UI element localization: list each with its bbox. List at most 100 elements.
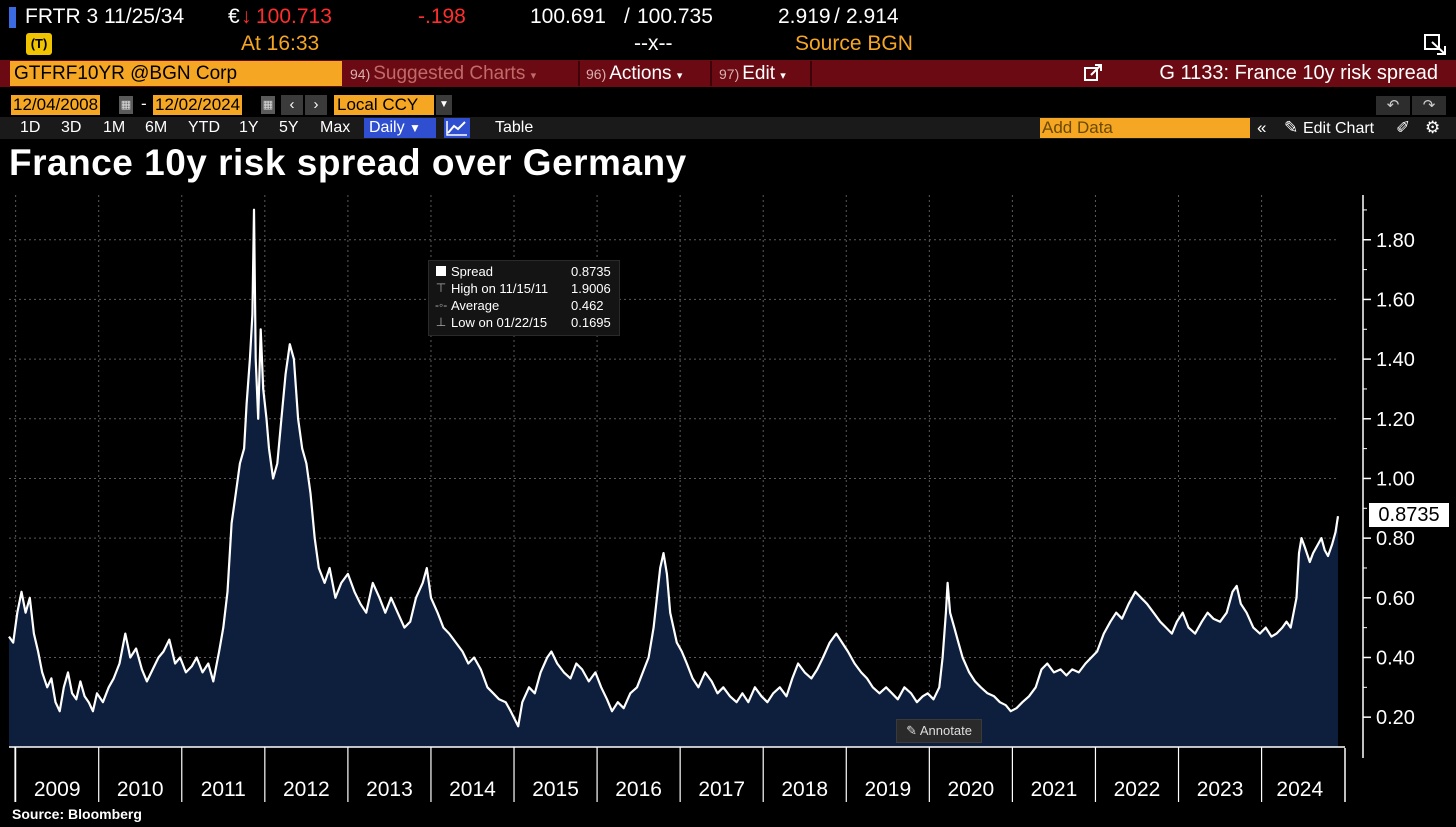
menu-number: 97): [719, 66, 740, 82]
calendar-icon[interactable]: ▦: [119, 96, 133, 114]
x-tick-label: 2017: [698, 778, 745, 801]
ticker-row: FRTR 3 11/25/34 € ↓ 100.713 -.198 100.69…: [0, 3, 1456, 31]
x-tick-label: 2023: [1197, 778, 1244, 801]
y-tick-label: 1.40: [1376, 349, 1415, 371]
pencil-icon: ✎: [1284, 118, 1299, 137]
table-view-button[interactable]: Table: [495, 119, 534, 136]
previous-period-button[interactable]: ‹: [281, 95, 303, 115]
y-tick-label: 1.60: [1376, 289, 1415, 311]
annotate-label: Annotate: [919, 723, 972, 738]
x-tick-label: 2014: [449, 778, 496, 801]
range-max[interactable]: Max: [320, 119, 351, 136]
yield-ask: 2.914: [846, 5, 899, 28]
size-placeholder: --x--: [634, 32, 673, 55]
x-axis-ticks: 2009 2010 2011 2012 2013 2014 2015 2016 2017 2018…: [14, 747, 1323, 802]
bloomberg-gauge-icon[interactable]: (T): [26, 33, 52, 55]
currency-select[interactable]: Local CCY: [334, 95, 434, 115]
y-tick-label: 1.00: [1376, 468, 1415, 490]
price-change: -.198: [418, 5, 466, 28]
security-input[interactable]: GTFRF10YR @BGN Corp: [10, 61, 342, 86]
ticker-marker: [9, 7, 16, 28]
spread-line: [8, 208, 1340, 728]
legend-row-spread: Spread 0.8735: [435, 263, 615, 280]
annotate-button[interactable]: ✎ Annotate: [896, 719, 982, 743]
next-period-button[interactable]: ›: [305, 95, 327, 115]
chevron-down-icon: ▾: [676, 70, 683, 82]
spread-swatch-icon: [436, 266, 446, 276]
down-arrow-icon: ↓: [241, 5, 252, 28]
chart-legend[interactable]: Spread 0.8735 ⊤ High on 11/15/11 1.9006 …: [428, 260, 620, 336]
edit-chart-button[interactable]: ✎ Edit Chart: [1284, 117, 1374, 139]
range-3d[interactable]: 3D: [61, 119, 82, 136]
currency-symbol: €: [228, 5, 240, 28]
menu-number: 94): [350, 66, 371, 82]
chevron-down-icon[interactable]: ▼: [436, 95, 452, 115]
chart-title: France 10y risk spread over Germany: [9, 142, 687, 183]
security-name[interactable]: FRTR 3 11/25/34: [25, 5, 185, 28]
range-5y[interactable]: 5Y: [279, 119, 299, 136]
ticker-row-2: At 16:33 --x-- Source BGN: [0, 31, 1456, 57]
range-6m[interactable]: 6M: [145, 119, 168, 136]
chevron-down-icon: ▼: [409, 121, 421, 135]
start-date-field[interactable]: 12/04/2008: [11, 95, 101, 115]
pricing-source: Source BGN: [795, 32, 913, 55]
menu-label: Suggested Charts: [373, 63, 526, 84]
menu-label: Actions: [609, 63, 672, 84]
x-tick-label: 2011: [201, 778, 246, 801]
average-marker-icon: -◦-: [435, 298, 448, 312]
line-chart-icon[interactable]: [444, 118, 470, 138]
legend-value: 0.1695: [571, 315, 611, 330]
x-tick-label: 2009: [34, 778, 81, 801]
collapse-icon[interactable]: «: [1257, 118, 1267, 137]
low-marker-icon: ⊥: [435, 315, 447, 329]
x-tick-label: 2013: [366, 778, 413, 801]
legend-row-low: ⊥ Low on 01/22/15 0.1695: [435, 314, 615, 331]
range-ytd[interactable]: YTD: [188, 119, 220, 136]
edit-menu[interactable]: 97) Edit ▾: [719, 61, 786, 86]
legend-value: 0.462: [571, 298, 604, 313]
y-axis-ticks: 0.20 0.40 0.60 0.80 1.00 1.20 1.40 1.60 1.80: [1363, 209, 1415, 729]
frequency-select[interactable]: Daily ▼: [364, 118, 436, 138]
expand-window-icon[interactable]: [1424, 34, 1448, 56]
calendar-icon[interactable]: ▦: [261, 96, 275, 114]
undo-icon[interactable]: ↶: [1376, 96, 1410, 115]
menu-number: 96): [586, 66, 607, 82]
add-data-input[interactable]: Add Data: [1040, 118, 1250, 138]
chart-settings-icon[interactable]: ✐: [1396, 118, 1411, 137]
range-1d[interactable]: 1D: [20, 119, 41, 136]
actions-menu[interactable]: 96) Actions ▾: [586, 61, 682, 86]
range-1y[interactable]: 1Y: [239, 119, 259, 136]
menu-divider: [578, 61, 580, 86]
legend-value: 1.9006: [571, 281, 611, 296]
source-note: Source: Bloomberg: [12, 806, 142, 822]
x-tick-label: 2019: [864, 778, 911, 801]
end-date-field[interactable]: 12/02/2024: [153, 95, 243, 115]
x-tick-label: 2012: [283, 778, 330, 801]
chevron-down-icon: ▾: [780, 70, 786, 82]
redo-icon[interactable]: ↷: [1412, 96, 1446, 115]
y-tick-label: 0.20: [1376, 707, 1415, 729]
spread-area: [9, 209, 1338, 747]
suggested-charts-menu[interactable]: 94) Suggested Charts ▾: [350, 61, 536, 86]
menu-divider: [710, 61, 712, 86]
y-tick-label: 0.80: [1376, 528, 1415, 550]
bid-price: 100.691: [530, 5, 606, 28]
open-external-icon[interactable]: [1083, 63, 1103, 83]
x-tick-label: 2024: [1276, 778, 1323, 801]
y-tick-label: 1.20: [1376, 409, 1415, 431]
last-price: 100.713: [256, 5, 332, 28]
legend-label: Spread: [451, 264, 493, 279]
ask-price: 100.735: [637, 5, 713, 28]
range-1m[interactable]: 1M: [103, 119, 126, 136]
date-range-dash: -: [141, 94, 147, 113]
gear-icon[interactable]: ⚙: [1425, 118, 1441, 137]
spread-chart[interactable]: 0.20 0.40 0.60 0.80 1.00 1.20 1.40 1.60 1.80 200…: [0, 190, 1456, 805]
x-tick-label: 2021: [1031, 778, 1078, 801]
yield-separator: /: [834, 5, 840, 28]
y-tick-label: 0.60: [1376, 588, 1415, 610]
x-tick-label: 2020: [948, 778, 995, 801]
high-marker-icon: ⊤: [435, 281, 447, 295]
edit-chart-label: Edit Chart: [1302, 120, 1375, 137]
last-value-badge: 0.8735: [1369, 503, 1449, 527]
legend-row-high: ⊤ High on 11/15/11 1.9006: [435, 280, 615, 297]
